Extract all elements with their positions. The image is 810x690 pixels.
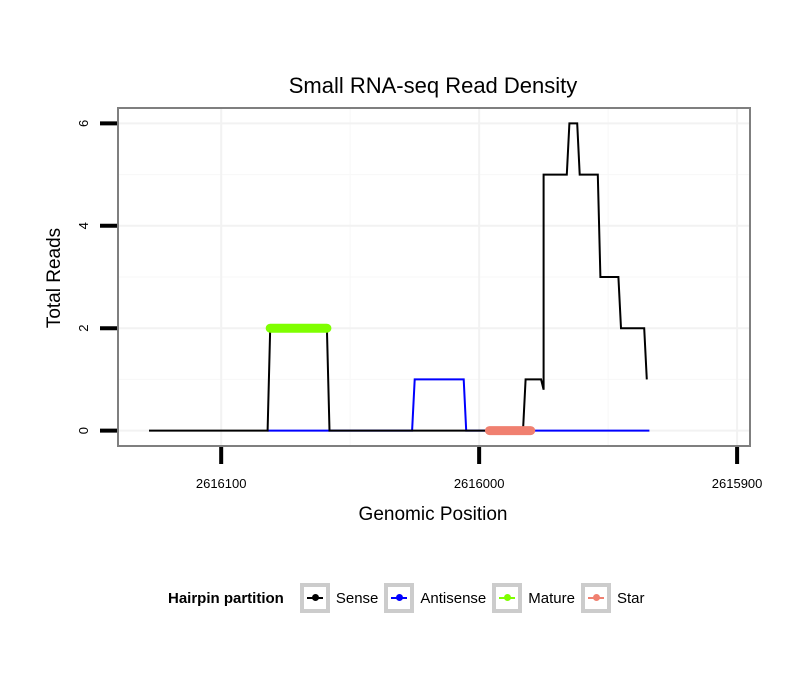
legend-label-antisense: Antisense	[420, 589, 487, 607]
y-tick-label: 2	[76, 325, 91, 332]
legend-key-dot	[396, 594, 404, 601]
legend-key-mature	[492, 583, 523, 613]
legend-key-dot	[311, 594, 319, 601]
x-axis-label: Genomic Position	[359, 504, 508, 525]
legend-key-star	[580, 583, 611, 613]
legend-item-star: Star	[580, 583, 645, 613]
x-tick-label: 2615900	[712, 476, 763, 491]
legend-item-antisense: Antisense	[384, 583, 486, 613]
x-tick-label: 2616100	[196, 476, 247, 491]
legend-item-sense: Sense	[299, 583, 379, 613]
legend-label-sense: Sense	[335, 589, 379, 607]
y-tick-label: 0	[76, 427, 91, 434]
x-tick-label: 2616000	[454, 476, 505, 491]
legend-key-dot	[504, 594, 512, 601]
y-axis-label: Total Reads	[44, 228, 65, 328]
chart-title: Small RNA-seq Read Density	[289, 73, 578, 98]
legend-title: Hairpin partition	[168, 589, 284, 607]
legend-key-sense	[299, 583, 330, 613]
series-layer	[149, 122, 650, 436]
legend-key-antisense	[384, 583, 415, 613]
plot-border	[117, 107, 751, 447]
legend: Hairpin partition Sense Antisense Mature St…	[168, 578, 650, 618]
legend-item-mature: Mature	[492, 583, 575, 613]
axes: 0 2 4 6 2616100 2616000 2615900	[76, 120, 762, 491]
legend-label-star: Star	[616, 589, 645, 607]
y-tick-label: 6	[76, 120, 91, 127]
series-sense-line	[149, 122, 648, 432]
legend-key-dot	[592, 594, 600, 601]
legend-label-mature: Mature	[528, 589, 575, 607]
y-tick-label: 4	[76, 222, 91, 229]
